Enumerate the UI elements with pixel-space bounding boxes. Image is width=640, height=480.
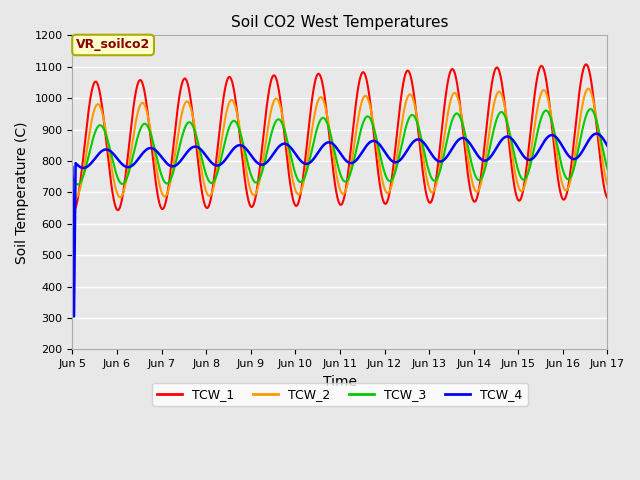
TCW_3 <box>604 167 611 172</box>
TCW_4 <box>130 162 138 168</box>
Line: TCW_4: TCW_4 <box>72 133 607 316</box>
TCW_4 <box>604 143 611 149</box>
TCW_1 <box>68 208 76 214</box>
TCW_2 <box>584 86 592 92</box>
TCW_3 <box>161 180 169 186</box>
Title: Soil CO2 West Temperatures: Soil CO2 West Temperatures <box>231 15 449 30</box>
TCW_1 <box>582 61 590 67</box>
TCW_3 <box>297 179 305 185</box>
Line: TCW_2: TCW_2 <box>72 89 607 198</box>
Text: VR_soilco2: VR_soilco2 <box>76 38 150 51</box>
Legend: TCW_1, TCW_2, TCW_3, TCW_4: TCW_1, TCW_2, TCW_3, TCW_4 <box>152 383 527 406</box>
TCW_1 <box>274 82 282 87</box>
TCW_4 <box>297 158 305 164</box>
TCW_1 <box>593 129 601 135</box>
TCW_4 <box>536 146 543 152</box>
TCW_2 <box>536 96 543 102</box>
TCW_2 <box>297 189 305 194</box>
TCW_3 <box>587 106 595 112</box>
TCW_2 <box>274 97 282 103</box>
TCW_2 <box>161 193 169 199</box>
TCW_2 <box>604 182 611 188</box>
TCW_3 <box>274 117 282 122</box>
TCW_3 <box>74 181 81 187</box>
TCW_4 <box>161 159 169 165</box>
TCW_1 <box>604 195 611 201</box>
TCW_2 <box>593 121 601 127</box>
TCW_1 <box>536 66 543 72</box>
Line: TCW_1: TCW_1 <box>72 64 607 211</box>
TCW_1 <box>130 103 138 109</box>
TCW_1 <box>70 208 77 214</box>
X-axis label: Time: Time <box>323 374 357 389</box>
TCW_2 <box>68 191 76 196</box>
Line: TCW_3: TCW_3 <box>72 109 607 184</box>
TCW_1 <box>297 189 305 195</box>
TCW_2 <box>72 195 79 201</box>
TCW_3 <box>536 121 543 127</box>
TCW_3 <box>68 174 76 180</box>
TCW_4 <box>68 164 76 170</box>
Y-axis label: Soil Temperature (C): Soil Temperature (C) <box>15 121 29 264</box>
TCW_4 <box>70 313 78 319</box>
TCW_3 <box>593 121 601 127</box>
TCW_3 <box>130 151 138 156</box>
TCW_4 <box>593 131 600 136</box>
TCW_2 <box>130 132 138 138</box>
TCW_4 <box>593 131 601 137</box>
TCW_4 <box>274 145 282 151</box>
TCW_1 <box>161 201 169 206</box>
